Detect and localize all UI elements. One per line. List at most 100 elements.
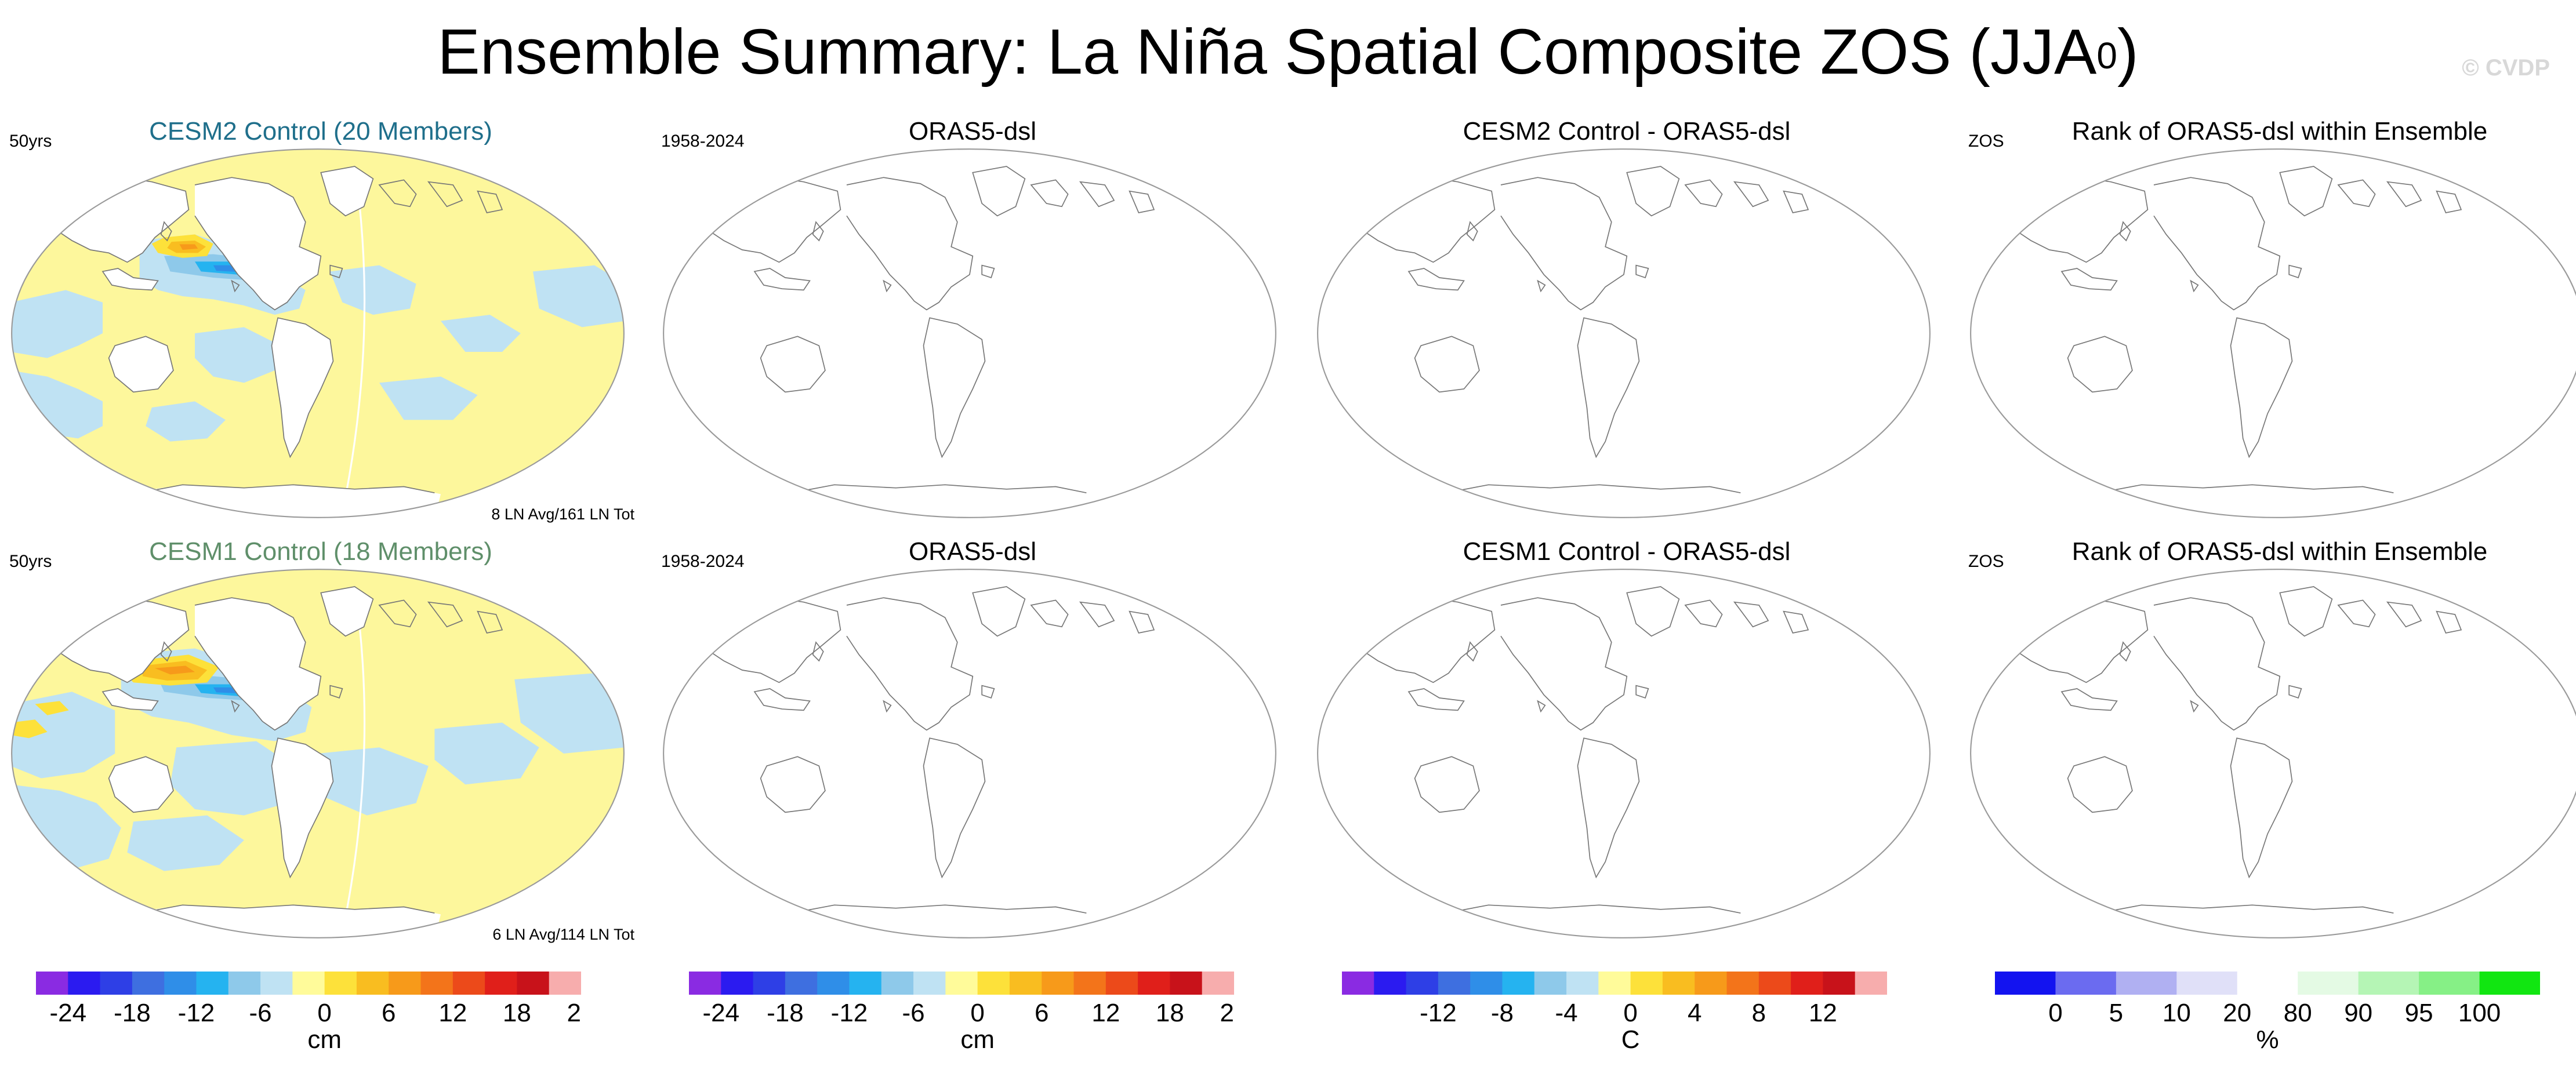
coastline-8 xyxy=(1079,601,1115,628)
map-boundary xyxy=(11,148,625,518)
coastline-12 xyxy=(1635,264,1649,279)
negative-anomaly-region-3 xyxy=(195,327,281,383)
coastline-0 xyxy=(2153,177,2281,311)
coastline-8 xyxy=(427,181,463,208)
coastline-1 xyxy=(1626,586,1680,637)
coastline-2 xyxy=(923,737,986,879)
colorbar-swatch xyxy=(2358,972,2419,995)
coastline-11 xyxy=(1537,700,1546,713)
colorbar-tick-label: -18 xyxy=(767,999,804,1027)
coastline-9 xyxy=(1129,610,1155,634)
colorbar-tick-label: 80 xyxy=(2284,999,2312,1027)
colorbar-swatch xyxy=(2116,972,2177,995)
colorbar-tick-label: -24 xyxy=(702,999,739,1027)
colorbar-swatch xyxy=(389,972,422,995)
coastline-12 xyxy=(1635,685,1649,699)
colorbar-tick-label: 10 xyxy=(2163,999,2191,1027)
figure-title-superscript: 0 xyxy=(2096,35,2118,77)
coastline-5 xyxy=(108,336,174,393)
colorbar-graphic: -24 -18 -12 -6 0 6 12 18 24 cm xyxy=(689,972,1248,1054)
coastline-1 xyxy=(1626,166,1680,217)
colorbar-swatch xyxy=(100,972,133,995)
coastline-2 xyxy=(1577,317,1640,459)
coastline-10 xyxy=(812,221,824,242)
panel-title: CESM2 Control - ORAS5-dsl xyxy=(1463,117,1791,145)
coastline-0 xyxy=(846,597,974,731)
colorbar-tick-label: 18 xyxy=(1156,999,1184,1027)
map-panel-r1-c4: Rank of ORAS5-dsl within Ensemble ZOS xyxy=(1968,117,2576,536)
map-boundary xyxy=(663,569,1276,938)
colorbar-swatch xyxy=(420,972,453,995)
colorbar-swatch xyxy=(324,972,357,995)
land-southAmerica xyxy=(271,738,333,878)
colorbar-swatch xyxy=(689,972,721,995)
colorbar-tick-label: -12 xyxy=(178,999,215,1027)
coastline-2 xyxy=(923,317,986,459)
land-northAmerica xyxy=(195,177,321,310)
colorbar-swatch xyxy=(1534,972,1567,995)
world-map xyxy=(1970,148,2576,518)
coastline-7 xyxy=(1684,599,1723,628)
colorbar-swatch xyxy=(1105,972,1138,995)
colorbar-tick-label: 6 xyxy=(382,999,396,1027)
colorbar-swatch xyxy=(753,972,786,995)
watermark: © CVDP xyxy=(2462,55,2550,81)
coastline-12 xyxy=(2288,264,2302,279)
colorbar-swatch xyxy=(2176,972,2238,995)
world-map xyxy=(1317,148,1931,518)
coastline-10 xyxy=(2119,641,2131,662)
coastline-7 xyxy=(2337,179,2376,208)
panel-left-label: 1958-2024 xyxy=(661,132,745,151)
coastline-4 xyxy=(753,268,811,291)
coastline-7 xyxy=(1030,179,1069,208)
colorbar-tick-label: 12 xyxy=(1091,999,1120,1027)
coastline-6 xyxy=(2092,904,2394,915)
colorbar-tick-label: -12 xyxy=(1420,999,1457,1027)
coastline-6 xyxy=(1439,484,1741,495)
world-map xyxy=(11,148,625,518)
map-panel-r2-c2: ORAS5-dsl 1958-2024 xyxy=(661,537,1283,956)
panel-title: Rank of ORAS5-dsl within Ensemble xyxy=(2071,537,2488,566)
coastline-4 xyxy=(101,268,159,291)
coastline-2 xyxy=(271,737,334,879)
coastlines xyxy=(675,586,1155,915)
coastlines xyxy=(1329,586,1809,915)
map-boundary xyxy=(1317,569,1931,938)
coastline-4 xyxy=(101,688,159,711)
colorbar-swatch xyxy=(977,972,1010,995)
colorbar-swatch xyxy=(292,972,325,995)
coastline-12 xyxy=(981,264,995,279)
coastline-5 xyxy=(760,756,826,813)
land-africaEurope xyxy=(12,185,38,263)
negative-anomaly-region-5 xyxy=(330,265,416,315)
colorbar-swatch xyxy=(1995,972,2056,995)
colorbar-unit: % xyxy=(2256,1025,2279,1054)
coastline-12 xyxy=(329,685,343,699)
land-australia xyxy=(108,756,173,813)
land-africaEurope xyxy=(12,605,38,683)
land-southAmerica xyxy=(271,318,333,457)
colorbar-swatch xyxy=(1823,972,1856,995)
coastline-6 xyxy=(785,484,1087,495)
coastline-3 xyxy=(675,592,841,683)
land-antarctica xyxy=(121,485,441,518)
coastline-2 xyxy=(2230,737,2293,879)
colorbar-swatch xyxy=(913,972,946,995)
colorbar-swatch xyxy=(517,972,550,995)
colorbar-swatch xyxy=(1566,972,1599,995)
coastline-9 xyxy=(1783,190,1809,213)
coastline-11 xyxy=(883,279,892,293)
coastlines xyxy=(23,586,503,915)
colorbar-swatch xyxy=(132,972,165,995)
world-map xyxy=(1317,569,1931,938)
coastline-10 xyxy=(812,641,824,662)
panel-title: Rank of ORAS5-dsl within Ensemble xyxy=(2071,117,2488,145)
colorbar-unit: C xyxy=(1621,1025,1640,1054)
world-map xyxy=(663,148,1276,518)
coastline-9 xyxy=(477,610,503,634)
negative-anomaly-region-4 xyxy=(146,401,226,442)
indian-ocean-warm-2 xyxy=(35,701,69,715)
coastline-0 xyxy=(2153,597,2281,731)
colorbar-swatch xyxy=(2237,972,2298,995)
colorbar-swatch xyxy=(785,972,818,995)
